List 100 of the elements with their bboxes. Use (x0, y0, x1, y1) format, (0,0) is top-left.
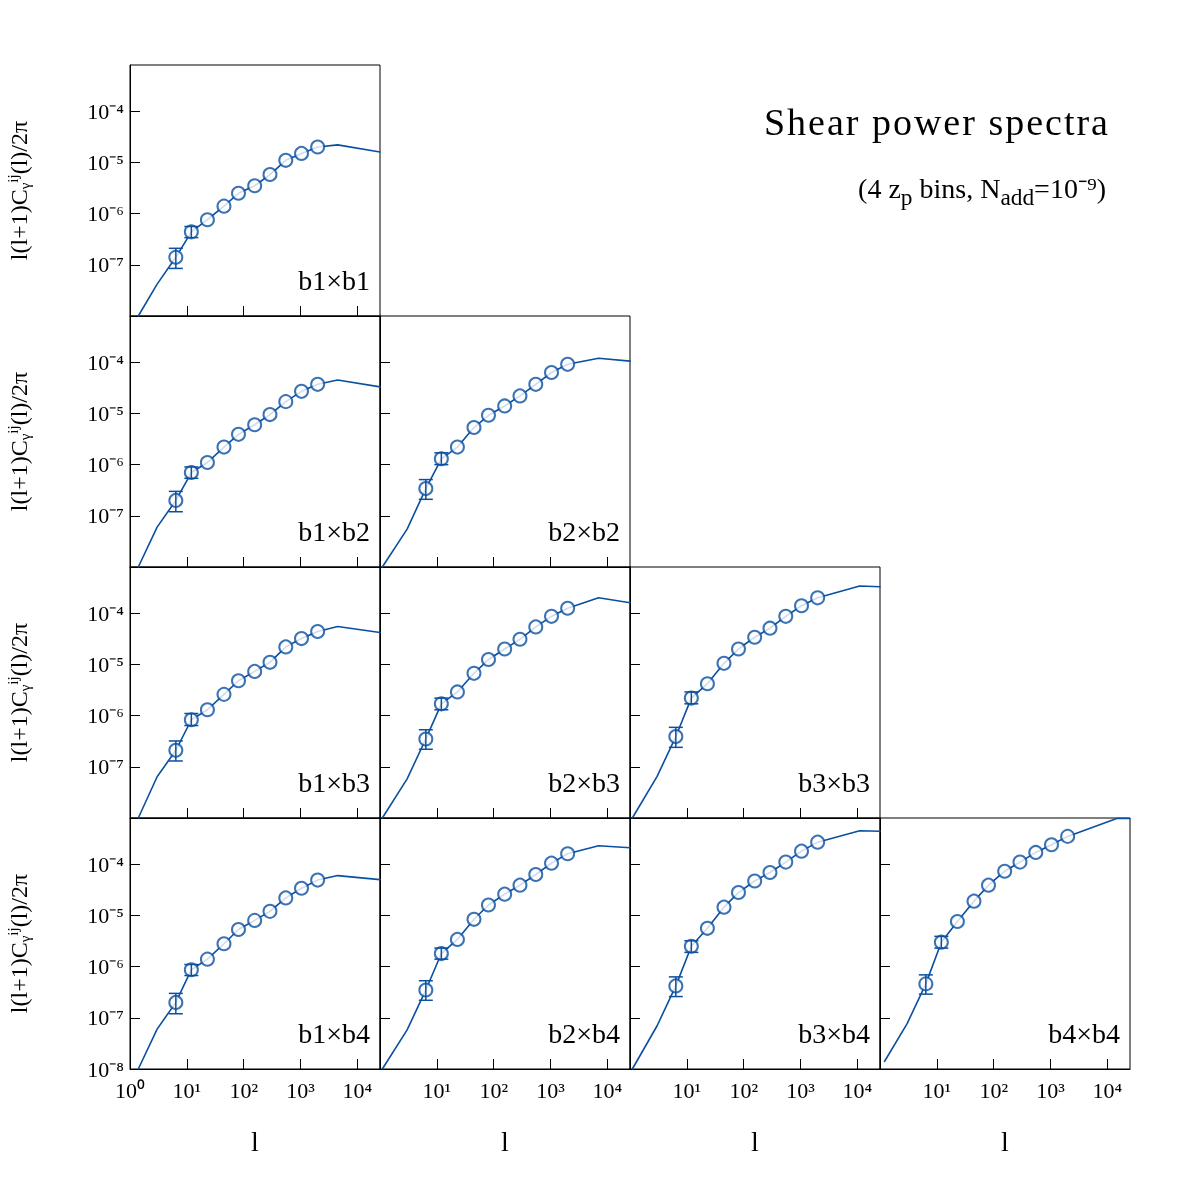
point (278, 890, 294, 906)
x-tick-label: 10⁴ (842, 1077, 873, 1103)
point (310, 376, 326, 392)
y-tick-label: 10⁻⁵ (87, 400, 124, 426)
point (449, 684, 465, 700)
point (794, 843, 809, 859)
y-tick-label: 10⁻⁷ (87, 1005, 124, 1031)
point (466, 911, 482, 927)
x-axis-title: l (751, 1125, 760, 1157)
point (699, 676, 715, 692)
point (762, 620, 778, 636)
point (294, 383, 309, 399)
point (231, 185, 246, 201)
point (199, 455, 215, 470)
point (278, 639, 294, 655)
annotation: b1×b3 (298, 766, 370, 798)
annotation: b3×b4 (798, 1017, 870, 1049)
point (216, 686, 232, 702)
point (310, 623, 326, 639)
y-tick-label: 10⁻⁷ (87, 252, 124, 278)
x-axis-title: l (1001, 1125, 1010, 1157)
point (560, 356, 576, 372)
point (528, 619, 544, 635)
point (247, 417, 263, 433)
point (310, 872, 326, 888)
point (512, 631, 528, 647)
point (199, 951, 215, 967)
point (310, 139, 326, 155)
y-tick-label: 10⁻⁶ (87, 954, 124, 980)
y-tick-label: 10⁻⁷ (87, 754, 124, 780)
x-tick-label: 10⁴ (1092, 1077, 1123, 1103)
point (262, 654, 278, 670)
point (1028, 844, 1044, 860)
point (544, 608, 559, 624)
annotation: b4×b4 (1048, 1017, 1120, 1049)
point (247, 663, 263, 679)
y-tick-label: 10⁻⁴ (87, 600, 125, 626)
point (731, 885, 746, 901)
point (544, 365, 559, 380)
y-axis-title: l(l+1)Cγij(l)/2π (4, 622, 33, 763)
y-tick-label: 10⁻⁴ (87, 851, 125, 877)
point (966, 893, 982, 909)
point (1044, 837, 1059, 853)
x-tick-label: 10¹ (672, 1077, 702, 1103)
x-tick-label: 10¹ (172, 1077, 202, 1103)
point (716, 655, 732, 671)
x-tick-label: 10² (229, 1077, 259, 1103)
annotation: b1×b1 (298, 264, 370, 296)
point (949, 914, 965, 930)
annotation: b3×b3 (798, 766, 870, 798)
y-tick-label: 10⁻⁵ (87, 902, 124, 928)
y-tick-label: 10⁻⁵ (87, 651, 124, 677)
x-tick-label: 10² (729, 1077, 759, 1103)
annotation: b1×b4 (298, 1017, 370, 1049)
point (778, 608, 794, 624)
point (528, 376, 544, 392)
point (262, 167, 278, 183)
point (216, 198, 232, 214)
y-axis-title: l(l+1)Cγij(l)/2π (4, 873, 33, 1014)
annotation: b2×b4 (548, 1017, 620, 1049)
point (481, 651, 496, 667)
point (216, 936, 232, 952)
point (449, 439, 465, 455)
point (231, 426, 246, 442)
point (231, 922, 246, 938)
y-tick-label: 10⁻⁴ (87, 98, 125, 124)
point (294, 880, 309, 896)
point (497, 398, 513, 414)
x-tick-label: 10⁴ (592, 1077, 623, 1103)
x-tick-label: 10³ (786, 1077, 816, 1103)
point (466, 665, 482, 681)
point (497, 886, 513, 902)
x-axis-title: l (501, 1125, 510, 1157)
y-axis-title: l(l+1)Cγij(l)/2π (4, 371, 33, 512)
annotation: b1×b2 (298, 515, 370, 547)
point (231, 673, 246, 689)
point (247, 178, 263, 194)
point (1060, 828, 1076, 844)
point (466, 420, 482, 436)
point (512, 877, 528, 893)
annotation: b2×b3 (548, 766, 620, 798)
x-tick-label: 10² (479, 1077, 509, 1103)
y-axis-title: l(l+1)Cγij(l)/2π (4, 120, 33, 261)
y-tick-label: 10⁻⁷ (87, 503, 124, 529)
point (810, 590, 826, 606)
point (199, 702, 215, 718)
y-tick-label: 10⁻⁴ (87, 349, 125, 375)
point (512, 388, 528, 404)
x-tick-label: 10² (979, 1077, 1009, 1103)
point (294, 631, 309, 647)
point (528, 867, 544, 882)
point (449, 931, 465, 947)
point (747, 629, 763, 645)
point (981, 877, 996, 893)
point (560, 600, 576, 616)
point (699, 920, 715, 936)
point (1012, 854, 1028, 870)
x-tick-label: 10³ (286, 1077, 316, 1103)
y-tick-label: 10⁻⁶ (87, 201, 124, 227)
point (560, 846, 576, 862)
